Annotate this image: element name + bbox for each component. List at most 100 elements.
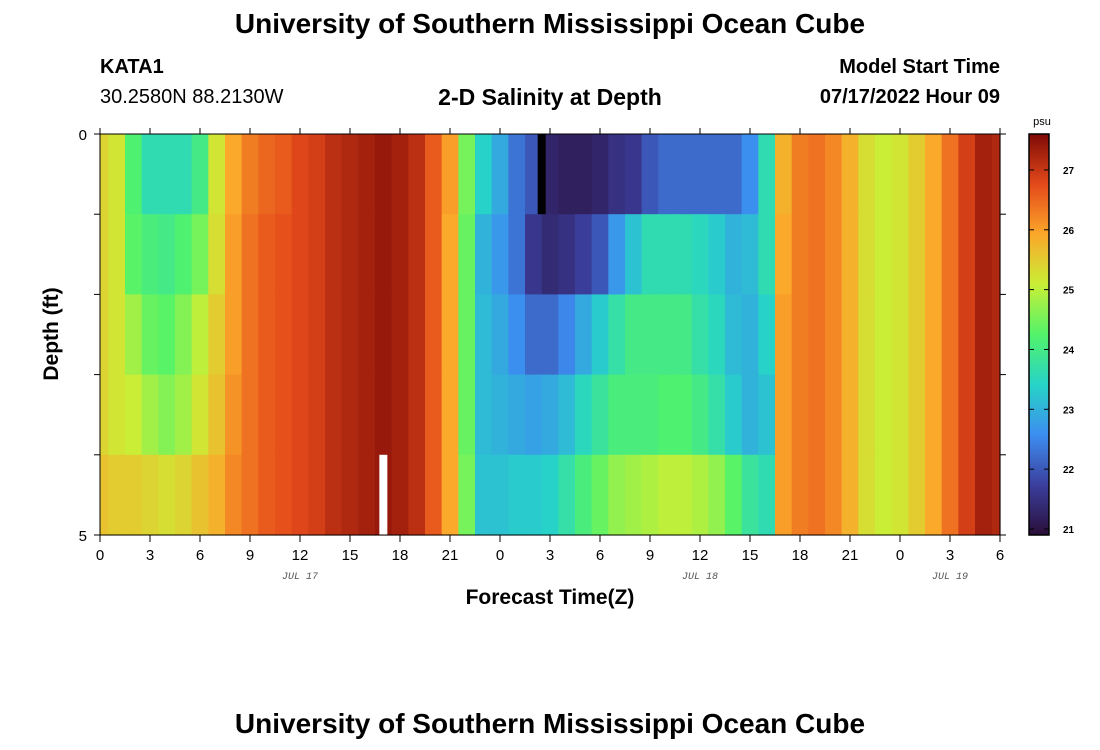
heatmap-cell <box>441 374 459 456</box>
heatmap-cell <box>525 214 543 295</box>
heatmap-cell <box>925 374 943 456</box>
heatmap-cell <box>575 454 593 536</box>
heatmap-cell <box>875 134 893 215</box>
x-tick-label: 12 <box>292 547 309 564</box>
heatmap-cell <box>725 374 743 456</box>
plot-title: 2-D Salinity at Depth <box>438 84 662 110</box>
heatmap-cell <box>958 294 976 376</box>
heatmap-cell <box>375 134 393 215</box>
date-label: JUL 19 <box>932 572 968 583</box>
colorbar-gradient <box>1028 133 1050 536</box>
heatmap-cell <box>241 454 259 536</box>
heatmap-cell <box>591 294 609 376</box>
heatmap-cell <box>791 134 809 215</box>
heatmap-cell <box>425 214 443 295</box>
heatmap-cell <box>608 294 626 376</box>
heatmap-cell <box>141 454 159 536</box>
heatmap-cell <box>641 134 659 215</box>
heatmap-cell <box>691 134 709 215</box>
heatmap-cell <box>925 214 943 295</box>
heatmap-cell <box>458 294 476 376</box>
heatmap-cell <box>158 294 176 376</box>
heatmap-cell <box>275 214 293 295</box>
heatmap-cell <box>125 134 143 215</box>
station-coordinates: 30.2580N 88.2130W <box>100 86 284 108</box>
heatmap-cell <box>941 374 959 456</box>
heatmap-cell <box>191 294 209 376</box>
heatmap-cell <box>158 374 176 456</box>
heatmap-cell <box>808 214 826 295</box>
x-tick-label: 6 <box>996 547 1004 564</box>
heatmap-cell <box>141 374 159 456</box>
heatmap-cell <box>175 134 193 215</box>
colorbar: psu 21 22 23 24 25 26 27 <box>1028 116 1075 536</box>
heatmap-cell <box>175 454 193 536</box>
heatmap-cell <box>308 454 326 536</box>
heatmap-cell <box>558 374 576 456</box>
heatmap-cell <box>325 374 343 456</box>
heatmap-cell <box>108 214 126 295</box>
heatmap-cell <box>158 454 176 536</box>
heatmap-cell <box>458 134 476 215</box>
date-label: JUL 17 <box>282 572 318 583</box>
heatmap-cell <box>108 454 126 536</box>
heatmap-cell <box>491 214 509 295</box>
heatmap-cell <box>591 214 609 295</box>
heatmap-cell <box>525 374 543 456</box>
heatmap-cell <box>791 214 809 295</box>
heatmap-cell <box>275 454 293 536</box>
heatmap-cell <box>225 454 243 536</box>
heatmap-cell <box>141 214 159 295</box>
heatmap-cell <box>958 374 976 456</box>
x-tick-label: 12 <box>692 547 709 564</box>
heatmap-cell <box>808 454 826 536</box>
heatmap-cell <box>208 454 226 536</box>
heatmap-cell <box>991 454 1001 536</box>
heatmap-cell <box>658 374 676 456</box>
heatmap-cell <box>308 134 326 215</box>
heatmap-cell <box>925 294 943 376</box>
heatmap-cell <box>491 134 509 215</box>
x-tick-label: 0 <box>496 547 504 564</box>
heatmap-cell <box>691 454 709 536</box>
heatmap-cell <box>625 374 643 456</box>
heatmap-cell <box>358 374 376 456</box>
heatmap-cell <box>908 294 926 376</box>
heatmap-cell <box>891 374 909 456</box>
heatmap-cell <box>158 214 176 295</box>
heatmap-cell <box>241 294 259 376</box>
heatmap-cell <box>775 374 793 456</box>
heatmap-cell <box>558 454 576 536</box>
heatmap-cell <box>891 294 909 376</box>
heatmap-cell <box>191 134 209 215</box>
x-tick-label: 3 <box>546 547 554 564</box>
heatmap-cell <box>241 214 259 295</box>
heatmap-cell <box>391 294 409 376</box>
heatmap-cell <box>775 454 793 536</box>
heatmap-cell <box>258 214 276 295</box>
heatmap-cell <box>358 134 376 215</box>
heatmap-cell <box>291 134 309 215</box>
heatmap-cell <box>958 134 976 215</box>
heatmap-cell <box>441 214 459 295</box>
heatmap-cell <box>125 374 143 456</box>
y-axis-title: Depth (ft) <box>40 287 63 380</box>
y-tick-label: 0 <box>79 127 87 144</box>
heatmap-cell <box>100 454 109 536</box>
heatmap-cell <box>308 214 326 295</box>
heatmap-cell <box>941 294 959 376</box>
model-start-time: 07/17/2022 Hour 09 <box>819 86 1000 108</box>
heatmap-cell <box>308 294 326 376</box>
heatmap-cell <box>808 294 826 376</box>
heatmap-cell <box>541 214 559 295</box>
heatmap-cell <box>641 454 659 536</box>
heatmap-cell <box>358 454 376 536</box>
heatmap-cell <box>841 134 859 215</box>
heatmap-cell <box>925 454 943 536</box>
heatmap-cell <box>991 294 1001 376</box>
heatmap-cell <box>158 134 176 215</box>
x-tick-label: 9 <box>246 547 254 564</box>
footer-title: University of Southern Mississippi Ocean… <box>234 708 866 739</box>
heatmap-cell <box>641 294 659 376</box>
x-tick-label: 6 <box>196 547 204 564</box>
